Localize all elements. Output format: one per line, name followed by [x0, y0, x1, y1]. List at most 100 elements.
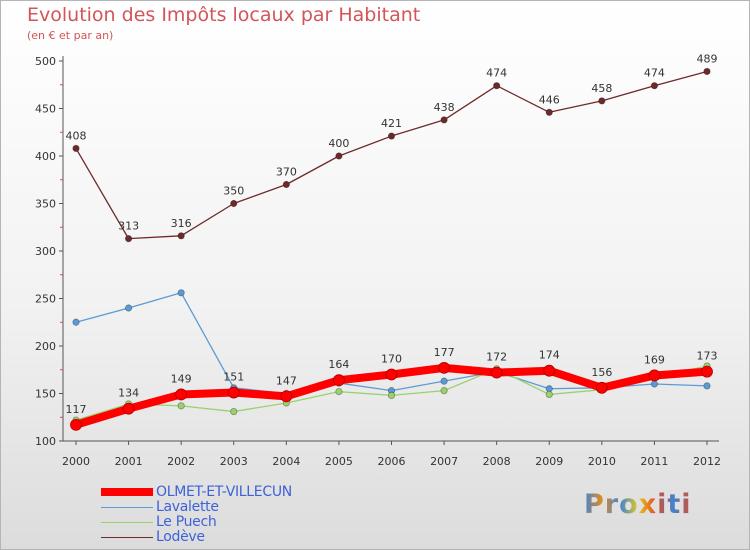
legend-label-olmet: OLMET-ET-VILLECUN [156, 484, 292, 500]
data-label: 474 [644, 67, 665, 80]
data-label: 149 [171, 372, 192, 385]
series-point-1 [124, 304, 133, 312]
series-point-3 [598, 97, 606, 105]
data-label: 474 [486, 67, 507, 80]
series-point-3 [72, 144, 80, 152]
x-tick-label: 2011 [640, 455, 668, 468]
series-point-0 [438, 361, 450, 374]
x-tick-label: 2010 [588, 455, 616, 468]
data-label: 173 [697, 350, 718, 363]
series-point-3 [230, 199, 238, 208]
series-point-0 [701, 365, 713, 378]
series-point-3 [177, 232, 185, 240]
data-label: 134 [118, 387, 139, 400]
series-point-3 [703, 67, 711, 76]
data-label: 170 [381, 353, 402, 366]
series-point-0 [490, 366, 503, 379]
data-label: 177 [434, 346, 455, 359]
data-label: 172 [486, 351, 507, 364]
series-point-1 [703, 382, 711, 390]
series-point-0 [385, 368, 398, 381]
series-point-0 [280, 390, 293, 403]
data-label: 169 [644, 353, 665, 366]
series-point-0 [333, 374, 345, 387]
series-point-3 [282, 180, 290, 189]
y-tick-label: 450 [35, 103, 56, 116]
data-label: 316 [171, 217, 192, 230]
data-label: 446 [539, 93, 560, 106]
x-tick-label: 2007 [430, 455, 458, 468]
series-point-0 [70, 418, 82, 431]
chart-subtitle: (en € et par an) [27, 29, 114, 42]
legend-label-lodeve: Lodève [156, 529, 205, 545]
y-tick-label: 150 [35, 388, 56, 401]
series-point-2 [177, 402, 185, 410]
series-point-0 [175, 388, 188, 401]
y-tick-label: 300 [35, 245, 56, 258]
series-point-1 [72, 318, 80, 326]
x-tick-label: 2008 [483, 455, 511, 468]
series-point-3 [387, 132, 396, 140]
x-tick-label: 2012 [693, 455, 721, 468]
data-label: 489 [697, 52, 718, 65]
y-tick-label: 350 [35, 198, 56, 211]
series-point-2 [440, 387, 448, 395]
series-point-3 [440, 116, 448, 124]
series-point-0 [543, 364, 556, 377]
y-tick-label: 200 [35, 340, 56, 353]
series-point-2 [230, 407, 238, 416]
data-label: 117 [66, 403, 87, 416]
data-label: 458 [591, 82, 612, 95]
data-label: 408 [66, 129, 87, 142]
y-tick-label: 250 [35, 293, 56, 306]
legend-label-lavalette: Lavalette [156, 499, 219, 515]
x-tick-label: 2009 [535, 455, 563, 468]
series-point-1 [440, 377, 448, 385]
data-label: 156 [591, 366, 612, 379]
y-tick-label: 100 [35, 435, 56, 448]
series-line-3 [75, 70, 708, 240]
x-tick-label: 2003 [220, 455, 248, 468]
data-label: 400 [328, 137, 349, 150]
series-point-3 [493, 82, 501, 90]
data-label: 421 [381, 117, 402, 130]
data-label: 151 [223, 371, 244, 384]
legend-label-le-puech: Le Puech [156, 514, 217, 530]
series-point-2 [335, 387, 343, 396]
x-tick-label: 2006 [378, 455, 406, 468]
data-label: 438 [434, 101, 455, 114]
series-point-1 [177, 289, 185, 297]
legend-swatch-olmet [101, 488, 153, 496]
series-point-2 [545, 390, 553, 399]
series-point-3 [335, 152, 343, 160]
x-tick-label: 2002 [167, 455, 195, 468]
x-tick-label: 2005 [325, 455, 353, 468]
series-point-3 [545, 108, 553, 116]
x-tick-label: 2001 [115, 455, 143, 468]
x-tick-label: 2000 [62, 455, 90, 468]
data-label: 174 [539, 349, 560, 362]
logo-text: Proxiti [584, 489, 692, 520]
x-tick-label: 2004 [272, 455, 300, 468]
series-point-0 [595, 381, 608, 394]
y-tick-label: 400 [35, 150, 56, 163]
series-point-3 [650, 82, 659, 90]
series-point-1 [650, 380, 659, 388]
legend-swatch-lodeve [101, 537, 153, 538]
series-point-0 [648, 369, 661, 382]
y-tick-label: 500 [35, 55, 56, 68]
data-label: 147 [276, 374, 297, 387]
chart-title: Evolution des Impôts locaux par Habitant [27, 4, 421, 26]
legend-swatch-le-puech [101, 522, 153, 523]
proxiti-logo: Proxiti [584, 489, 692, 520]
data-label: 164 [328, 358, 349, 371]
data-label: 370 [276, 166, 297, 179]
series-point-0 [122, 402, 135, 415]
legend-swatch-lavalette [101, 507, 153, 508]
series-point-3 [124, 235, 133, 243]
series-point-2 [387, 391, 396, 399]
data-label: 350 [223, 185, 244, 198]
series-point-0 [227, 386, 240, 399]
